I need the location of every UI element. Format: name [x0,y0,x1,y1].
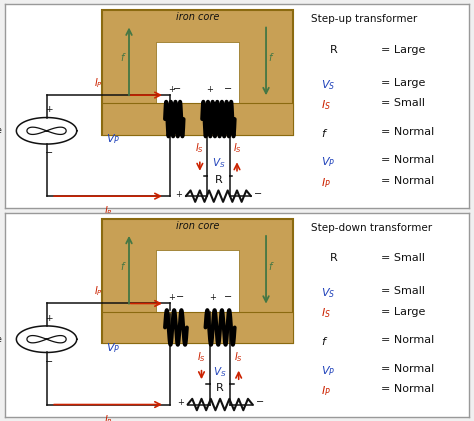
Text: $V_S$: $V_S$ [213,365,227,379]
Bar [155,42,239,104]
Text: $f$: $f$ [120,260,127,272]
Text: $I_S$: $I_S$ [320,98,330,112]
Text: $I_P$: $I_P$ [320,384,330,398]
Text: = Normal: = Normal [381,155,434,165]
Text: $I_P$: $I_P$ [94,76,103,90]
Bar [155,250,239,312]
Text: R: R [330,253,337,264]
Bar [102,312,293,343]
Text: +: + [175,189,182,199]
Text: AC
voltage
source: AC voltage source [0,322,3,356]
Text: $f$: $f$ [120,51,127,63]
Text: $f$: $f$ [268,260,275,272]
Text: +: + [169,293,175,302]
Text: +: + [169,85,175,94]
Text: $I_S$: $I_S$ [234,350,243,364]
Text: = Normal: = Normal [381,364,434,374]
Text: = Normal: = Normal [381,127,434,137]
Text: −: − [176,293,184,302]
Text: +: + [209,293,216,302]
Text: +: + [45,106,53,115]
Text: −: − [45,148,53,158]
Text: iron core: iron core [176,13,219,22]
Text: $I_P$: $I_P$ [94,285,103,298]
Text: = Large: = Large [381,306,425,317]
Text: R: R [215,175,222,185]
Text: = Small: = Small [381,253,425,264]
Text: = Large: = Large [381,78,425,88]
Text: $I_S$: $I_S$ [320,306,330,320]
Text: $V_S$: $V_S$ [320,78,335,91]
Text: −: − [224,84,232,94]
Text: R: R [330,45,337,55]
Text: = Normal: = Normal [381,176,434,186]
Text: −: − [173,84,181,94]
Text: R: R [216,383,224,393]
Text: $I_S$: $I_S$ [197,350,206,364]
Text: −: − [224,293,232,302]
Text: = Small: = Small [381,286,425,296]
Text: $f$: $f$ [320,127,328,139]
Bar [102,11,293,135]
Text: +: + [177,398,184,407]
Text: $I_S$: $I_S$ [233,141,241,155]
Text: $V_S$: $V_S$ [320,286,335,300]
Text: $V_P$: $V_P$ [106,133,120,147]
Text: = Normal: = Normal [381,335,434,345]
Text: = Normal: = Normal [381,384,434,394]
Text: −: − [254,189,262,199]
Text: Step-up transformer: Step-up transformer [311,14,418,24]
Text: $V_P$: $V_P$ [320,155,335,169]
Text: $I_P$: $I_P$ [104,204,112,218]
Text: = Large: = Large [381,45,425,55]
Text: −: − [255,397,264,408]
Text: $V_P$: $V_P$ [320,364,335,378]
Text: = Small: = Small [381,98,425,108]
Text: $f$: $f$ [268,51,275,63]
Text: $I_S$: $I_S$ [195,141,204,155]
Text: $V_S$: $V_S$ [212,157,225,171]
Text: $f$: $f$ [320,335,328,347]
Text: $V_P$: $V_P$ [106,341,120,355]
Bar [102,103,293,135]
Text: AC
voltage
source: AC voltage source [0,114,3,148]
Text: $I_P$: $I_P$ [320,176,330,189]
Text: +: + [45,314,53,323]
Text: iron core: iron core [176,221,219,231]
Text: −: − [45,357,53,367]
Text: Step-down transformer: Step-down transformer [311,223,432,233]
Text: $I_P$: $I_P$ [104,413,112,421]
Bar [102,219,293,343]
Text: +: + [206,85,212,94]
